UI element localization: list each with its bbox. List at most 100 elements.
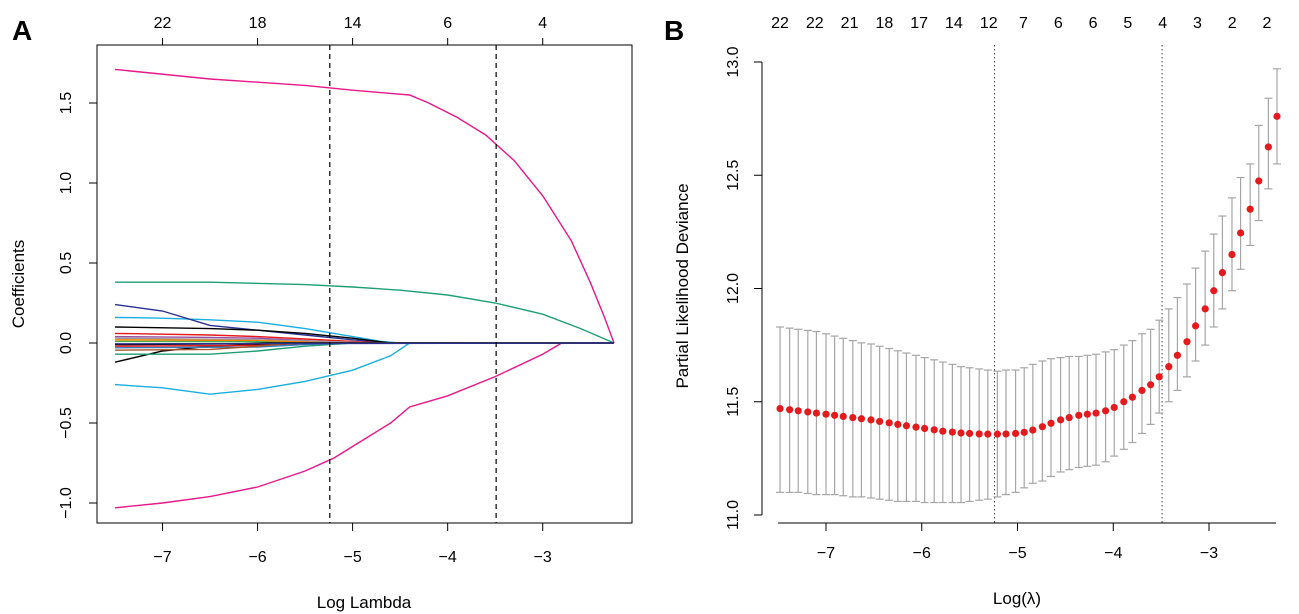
deviance-point xyxy=(839,412,847,421)
top-tick-label: 22 xyxy=(154,15,172,32)
y-tick-label: −1.0 xyxy=(58,487,75,519)
y-tick-label: 1.5 xyxy=(58,92,75,114)
panel-label-a: A xyxy=(12,15,32,46)
deviance-point xyxy=(1038,423,1046,431)
coefficient-path xyxy=(114,342,615,345)
y-tick-label: 11.5 xyxy=(725,387,742,417)
panel-label-b: B xyxy=(664,15,684,46)
y-axis-a: −1.0 −0.5 0.0 0.5 1.0 1.5 xyxy=(58,92,98,519)
top-tick-label: 3 xyxy=(1193,15,1202,32)
x-tick-label: −4 xyxy=(1104,545,1122,562)
y-axis-label-a: Coefficients xyxy=(9,240,28,329)
x-axis-label-b: Log(λ) xyxy=(993,589,1041,608)
deviance-point xyxy=(812,409,821,417)
top-tick-label: 6 xyxy=(1089,15,1098,32)
x-tick-label: −3 xyxy=(534,549,552,566)
x-tick-label: −6 xyxy=(248,549,266,566)
x-axis-label-a: Log Lambda xyxy=(317,593,412,612)
top-tick-label: 6 xyxy=(443,15,452,32)
coefficient-path xyxy=(114,342,614,395)
y-tick-label: −0.5 xyxy=(58,407,75,439)
coefficient-path xyxy=(115,281,615,344)
deviance-point xyxy=(1264,143,1272,151)
top-tick-label: 14 xyxy=(945,15,963,32)
top-tick-label: 5 xyxy=(1123,15,1132,32)
top-tick-label: 22 xyxy=(806,15,824,32)
deviance-point xyxy=(1138,386,1146,395)
deviance-point xyxy=(1075,411,1083,419)
deviance-point xyxy=(912,423,920,431)
coefficient-paths xyxy=(114,68,615,509)
top-tick-label: 18 xyxy=(875,15,893,32)
deviance-point xyxy=(1020,428,1028,436)
deviance-point xyxy=(1056,416,1065,424)
top-tick-label: 4 xyxy=(538,15,547,32)
deviance-point xyxy=(1165,363,1173,371)
deviance-point xyxy=(1092,409,1100,417)
deviance-point xyxy=(1120,398,1128,406)
top-tick-label: 12 xyxy=(980,15,998,32)
top-tick-label: 2 xyxy=(1263,15,1272,32)
deviance-point xyxy=(776,404,784,413)
deviance-point xyxy=(867,416,875,424)
x-tick-label: −5 xyxy=(1008,545,1026,562)
y-axis-label-b: Partial Likelihood Deviance xyxy=(673,183,692,388)
deviance-point xyxy=(1228,250,1236,259)
deviance-point xyxy=(876,417,884,426)
deviance-point xyxy=(1029,426,1037,434)
deviance-point xyxy=(1201,305,1209,313)
deviance-point xyxy=(1047,419,1055,427)
deviance-point xyxy=(966,429,974,438)
top-tick-label: 14 xyxy=(344,15,362,32)
x-axis-b: −7 −6 −5 −4 −3 xyxy=(778,522,1277,562)
deviance-point xyxy=(1246,205,1254,213)
top-tick-label: 22 xyxy=(771,15,789,32)
x-tick-label: −6 xyxy=(913,545,931,562)
y-tick-label: 11.0 xyxy=(725,500,742,530)
x-tick-label: −7 xyxy=(817,545,835,562)
y-tick-label: 12.5 xyxy=(725,160,742,191)
top-tick-label: 4 xyxy=(1158,15,1167,32)
deviance-point xyxy=(1191,322,1200,330)
deviance-point xyxy=(786,406,794,414)
deviance-point xyxy=(1183,338,1191,346)
deviance-point xyxy=(984,430,992,438)
coefficient-path xyxy=(114,68,615,344)
deviance-point xyxy=(804,408,812,416)
deviance-point xyxy=(1083,410,1091,418)
deviance-point xyxy=(930,426,938,434)
deviance-point xyxy=(993,430,1001,438)
plot-frame-a xyxy=(96,44,633,524)
x-axis-a: −7 −6 −5 −4 −3 xyxy=(153,522,552,566)
deviance-point xyxy=(1218,269,1227,277)
top-axis-b: 22 22 21 18 17 14 12 7 6 6 5 4 3 2 2 xyxy=(771,15,1271,32)
top-tick-label: 2 xyxy=(1228,15,1237,32)
deviance-point xyxy=(1155,373,1163,381)
deviance-point xyxy=(1236,229,1245,237)
deviance-point xyxy=(1255,177,1263,185)
deviance-point xyxy=(831,411,839,419)
top-tick-label: 7 xyxy=(1019,15,1028,32)
deviance-point xyxy=(1110,403,1118,412)
x-tick-label: −4 xyxy=(439,549,457,566)
deviance-points xyxy=(776,112,1281,438)
deviance-point xyxy=(1002,430,1010,438)
top-axis-a: 22 18 14 6 4 xyxy=(154,15,547,46)
deviance-point xyxy=(885,419,893,427)
x-tick-label: −5 xyxy=(343,549,361,566)
deviance-point xyxy=(894,420,902,428)
deviance-point xyxy=(1273,112,1281,120)
deviance-point xyxy=(902,422,911,430)
y-tick-label: 13.0 xyxy=(725,46,742,77)
panel-a: A −7 −6 −5 −4 −3 −1.0 −0.5 0.0 0.5 1.0 1.5 22 18 14… xyxy=(9,15,633,612)
deviance-point xyxy=(1128,393,1136,401)
panel-b: B −7 −6 −5 −4 −3 11.011.512.012.513.0 22 22 21… xyxy=(664,15,1281,608)
deviance-point xyxy=(1210,287,1218,295)
deviance-point xyxy=(957,429,965,437)
deviance-point xyxy=(1101,407,1110,415)
y-tick-label: 0.0 xyxy=(58,332,75,354)
deviance-point xyxy=(1065,414,1073,422)
top-tick-label: 21 xyxy=(841,15,859,32)
coefficient-path xyxy=(114,342,614,509)
